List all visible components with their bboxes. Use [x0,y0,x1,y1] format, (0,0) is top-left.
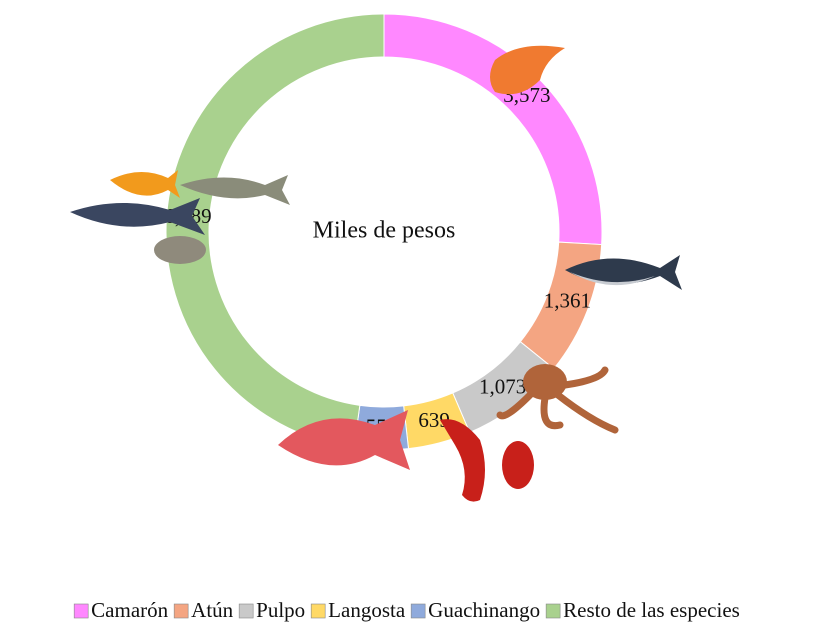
legend-label: Atún [191,598,234,622]
legend-swatch [310,603,326,619]
legend-label: Guachinango [428,598,540,622]
legend-swatch [410,603,426,619]
center-label: Miles de pesos [313,218,456,244]
octopus-icon [523,364,567,400]
shark-icon [70,198,205,235]
octopus-arms [496,366,619,434]
legend-swatch [73,603,89,619]
legend-label: Pulpo [256,598,305,622]
legend-label: Resto de las especies [563,598,740,622]
legend-label: Langosta [328,598,406,622]
mullet-icon [180,175,290,205]
lobster-claw [502,441,534,489]
legend-label: Camarón [91,598,168,622]
decorations [70,45,682,502]
legend-swatch [238,603,254,619]
snapper-icon [278,410,410,470]
legend-swatch [545,603,561,619]
crab-icon [154,236,206,264]
legend-swatch [173,603,189,619]
shrimp-icon [490,45,565,95]
goldfish-icon [110,170,180,198]
data-label: 1,361 [544,288,591,312]
tuna-belly [570,272,655,286]
data-label: 1,073 [479,374,526,398]
slice [383,13,603,246]
lobster-icon [440,419,485,502]
legend: Camarón Atún Pulpo Langosta Guachinango Resto… [73,598,740,622]
slice [165,13,385,449]
